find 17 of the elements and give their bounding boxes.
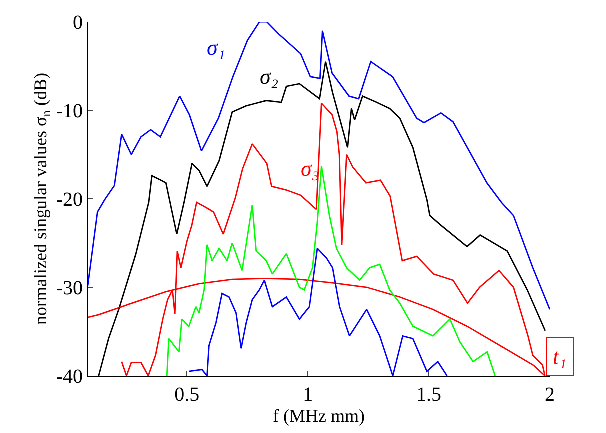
y-tick-label: 0 (73, 12, 83, 34)
series-label: t₁ (553, 344, 567, 369)
y-tick-label: -40 (56, 366, 83, 388)
x-axis-title: f (MHz mm) (273, 406, 365, 426)
x-tick-label: 2 (545, 384, 555, 406)
y-tick-label: -10 (56, 100, 83, 122)
series-label: σ₁ (207, 35, 226, 60)
x-tick-label: 0.5 (174, 384, 200, 406)
y-tick-label: -20 (56, 189, 83, 211)
x-tick-label: 1.5 (416, 384, 442, 406)
line-series (188, 248, 448, 376)
line-series (88, 22, 550, 310)
series-label: σ₃ (301, 156, 320, 181)
line-series (166, 166, 496, 376)
series-label: σ₂ (260, 64, 279, 89)
x-tick-label: 1 (303, 384, 314, 406)
y-tick-label: -30 (56, 278, 83, 300)
